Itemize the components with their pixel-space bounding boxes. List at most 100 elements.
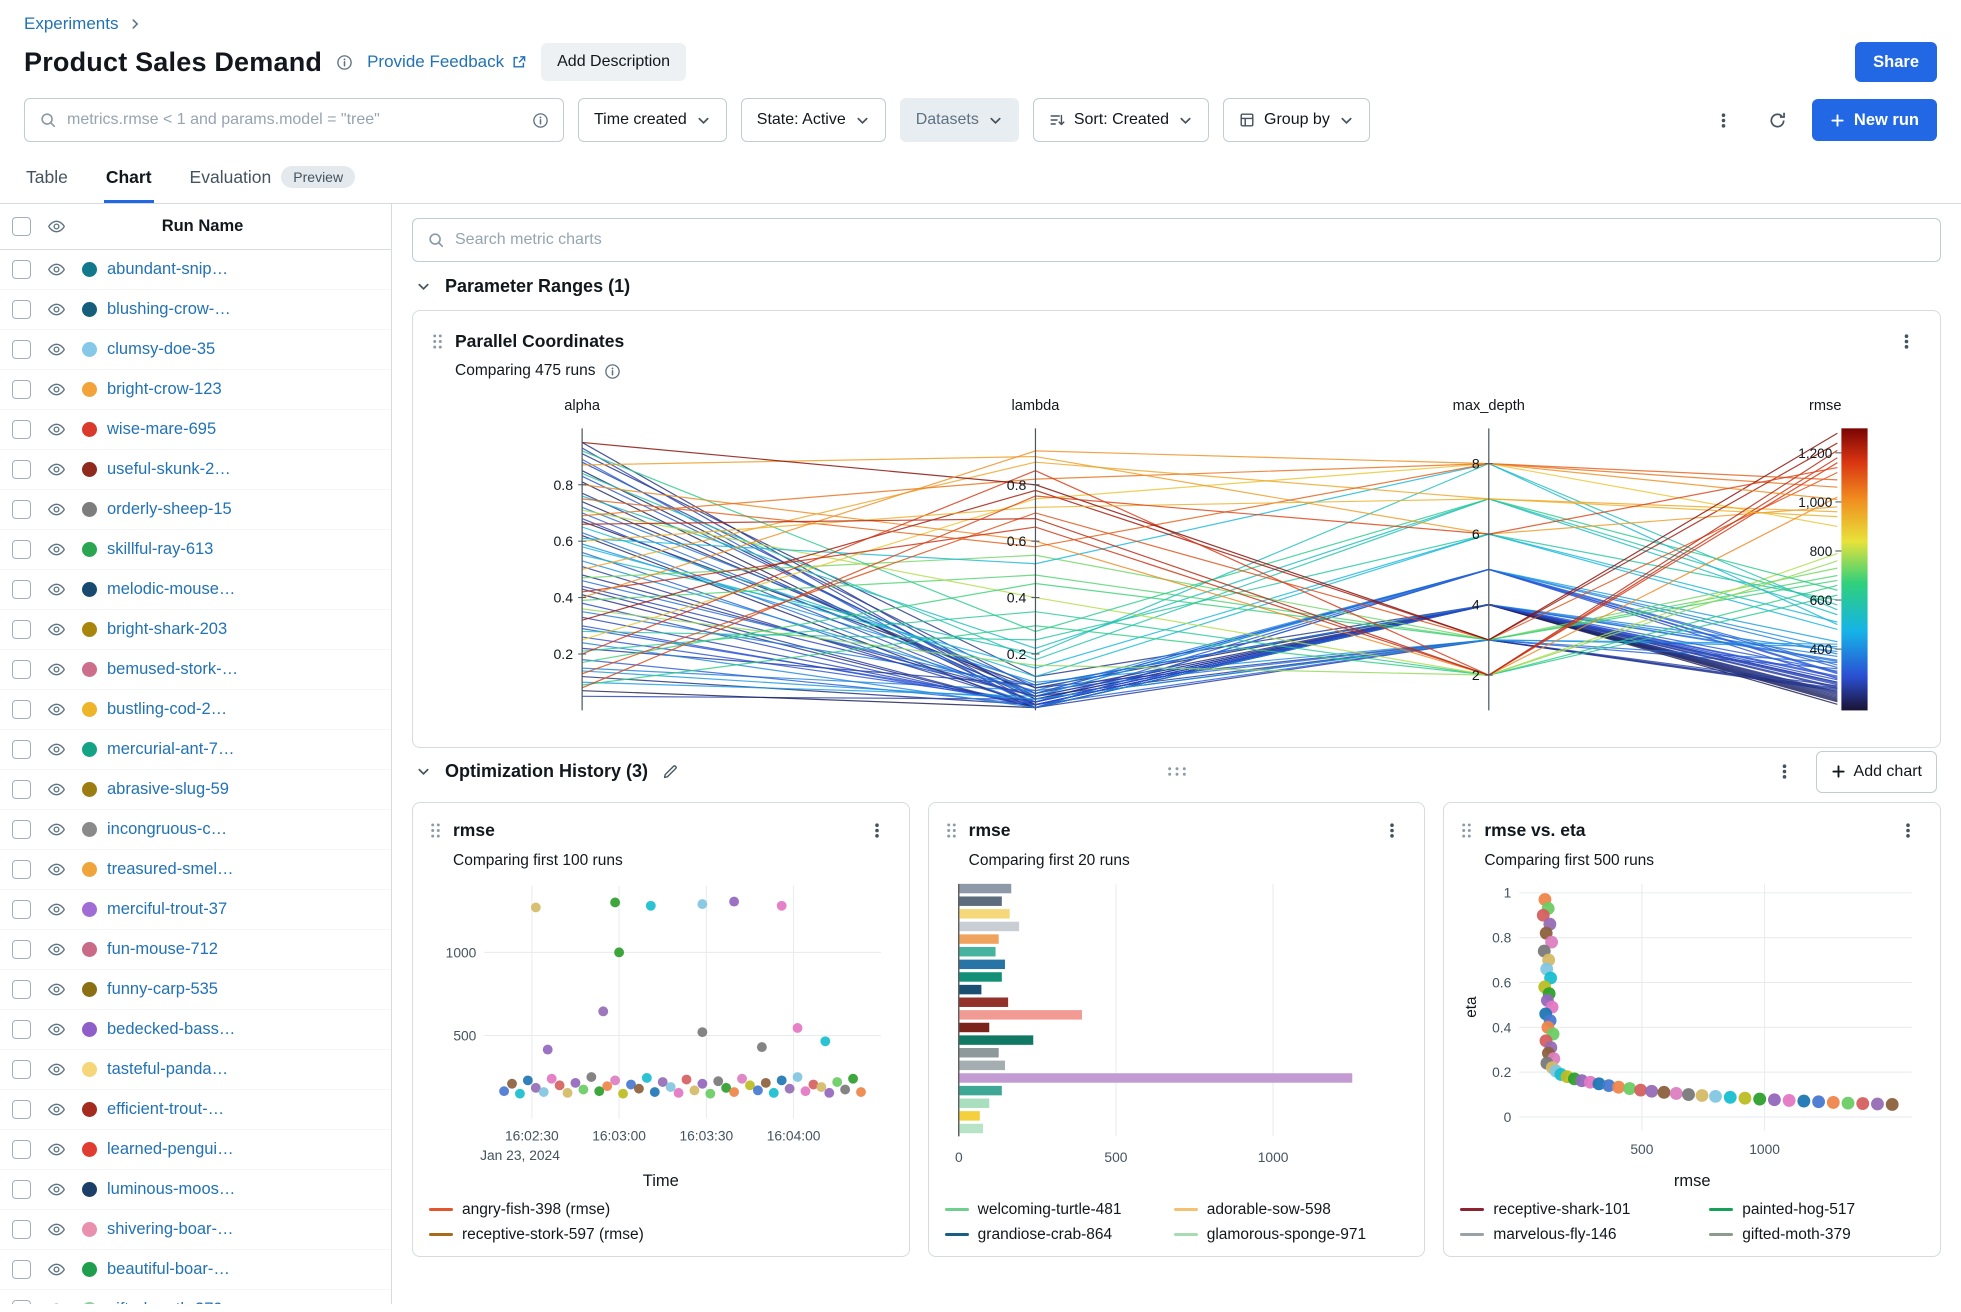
eye-icon[interactable] bbox=[47, 1060, 66, 1079]
run-name-link[interactable]: treasured-smel… bbox=[107, 860, 234, 878]
run-checkbox[interactable] bbox=[12, 260, 31, 279]
run-name-link[interactable]: abundant-snip… bbox=[107, 260, 229, 278]
run-checkbox[interactable] bbox=[12, 300, 31, 319]
eye-icon[interactable] bbox=[47, 1300, 66, 1304]
add-description-button[interactable]: Add Description bbox=[541, 43, 687, 81]
eye-icon[interactable] bbox=[47, 580, 66, 599]
experiment-info-icon[interactable] bbox=[336, 54, 353, 71]
add-chart-button[interactable]: Add chart bbox=[1815, 750, 1937, 793]
refresh-icon[interactable] bbox=[1758, 100, 1798, 140]
run-name-link[interactable]: funny-carp-535 bbox=[107, 980, 218, 998]
eye-icon[interactable] bbox=[47, 780, 66, 799]
run-checkbox[interactable] bbox=[12, 620, 31, 639]
run-name-link[interactable]: abrasive-slug-59 bbox=[107, 780, 229, 798]
eye-icon[interactable] bbox=[47, 860, 66, 879]
run-name-link[interactable]: shivering-boar-… bbox=[107, 1220, 234, 1238]
run-checkbox[interactable] bbox=[12, 460, 31, 479]
run-checkbox[interactable] bbox=[12, 820, 31, 839]
eye-icon[interactable] bbox=[47, 260, 66, 279]
drag-handle-icon[interactable] bbox=[429, 821, 442, 840]
run-checkbox[interactable] bbox=[12, 860, 31, 879]
filter-time-created[interactable]: Time created bbox=[578, 98, 727, 142]
breadcrumb-experiments-link[interactable]: Experiments bbox=[24, 14, 119, 33]
run-name-link[interactable]: efficient-trout-… bbox=[107, 1100, 225, 1118]
eye-icon[interactable] bbox=[47, 980, 66, 999]
run-name-link[interactable]: blushing-crow-… bbox=[107, 300, 231, 318]
eye-icon[interactable] bbox=[47, 1140, 66, 1159]
sort-control[interactable]: Sort: Created bbox=[1032, 98, 1210, 142]
run-checkbox[interactable] bbox=[12, 1260, 31, 1279]
visibility-column-icon[interactable] bbox=[47, 217, 66, 236]
run-search-input[interactable] bbox=[67, 111, 522, 129]
toolbar-kebab-menu-icon[interactable] bbox=[1704, 100, 1744, 140]
run-name-link[interactable]: merciful-trout-37 bbox=[107, 900, 228, 918]
collapse-chevron-icon[interactable] bbox=[416, 279, 431, 294]
run-name-link[interactable]: wise-mare-695 bbox=[107, 420, 217, 438]
run-name-link[interactable]: tasteful-panda… bbox=[107, 1060, 229, 1078]
run-checkbox[interactable] bbox=[12, 1100, 31, 1119]
eye-icon[interactable] bbox=[47, 1260, 66, 1279]
eye-icon[interactable] bbox=[47, 660, 66, 679]
drag-handle-icon[interactable] bbox=[1460, 821, 1473, 840]
eye-icon[interactable] bbox=[47, 1180, 66, 1199]
drag-handle-icon[interactable] bbox=[945, 821, 958, 840]
run-checkbox[interactable] bbox=[12, 340, 31, 359]
metric-chart-search-input[interactable] bbox=[455, 231, 1926, 249]
share-button[interactable]: Share bbox=[1855, 42, 1937, 82]
run-checkbox[interactable] bbox=[12, 1020, 31, 1039]
run-checkbox[interactable] bbox=[12, 1300, 31, 1304]
run-name-link[interactable]: gifted-moth-379 bbox=[107, 1300, 223, 1304]
eye-icon[interactable] bbox=[47, 1100, 66, 1119]
chart-kebab-menu-icon[interactable] bbox=[861, 815, 893, 847]
run-name-link[interactable]: incongruous-c… bbox=[107, 820, 228, 838]
run-name-link[interactable]: useful-skunk-2… bbox=[107, 460, 231, 478]
section-kebab-menu-icon[interactable] bbox=[1768, 755, 1802, 789]
eye-icon[interactable] bbox=[47, 300, 66, 319]
group-by-control[interactable]: Group by bbox=[1223, 98, 1370, 142]
eye-icon[interactable] bbox=[47, 380, 66, 399]
run-checkbox[interactable] bbox=[12, 580, 31, 599]
chart-kebab-menu-icon[interactable] bbox=[1890, 325, 1922, 357]
run-name-link[interactable]: melodic-mouse… bbox=[107, 580, 236, 598]
collapse-chevron-icon[interactable] bbox=[416, 764, 431, 779]
eye-icon[interactable] bbox=[47, 340, 66, 359]
chart-kebab-menu-icon[interactable] bbox=[1376, 815, 1408, 847]
section-drag-handle-icon[interactable] bbox=[1166, 765, 1188, 778]
run-checkbox[interactable] bbox=[12, 1140, 31, 1159]
run-name-link[interactable]: beautiful-boar-… bbox=[107, 1260, 230, 1278]
run-checkbox[interactable] bbox=[12, 660, 31, 679]
run-checkbox[interactable] bbox=[12, 1180, 31, 1199]
run-checkbox[interactable] bbox=[12, 740, 31, 759]
chart-kebab-menu-icon[interactable] bbox=[1892, 815, 1924, 847]
run-name-link[interactable]: skillful-ray-613 bbox=[107, 540, 214, 558]
eye-icon[interactable] bbox=[47, 740, 66, 759]
eye-icon[interactable] bbox=[47, 900, 66, 919]
run-name-link[interactable]: luminous-moos… bbox=[107, 1180, 236, 1198]
run-name-link[interactable]: bemused-stork-… bbox=[107, 660, 239, 678]
run-checkbox[interactable] bbox=[12, 900, 31, 919]
run-checkbox[interactable] bbox=[12, 420, 31, 439]
drag-handle-icon[interactable] bbox=[431, 332, 444, 351]
tab-table[interactable]: Table bbox=[24, 157, 70, 203]
eye-icon[interactable] bbox=[47, 540, 66, 559]
run-checkbox[interactable] bbox=[12, 980, 31, 999]
run-checkbox[interactable] bbox=[12, 380, 31, 399]
eye-icon[interactable] bbox=[47, 820, 66, 839]
run-name-link[interactable]: bright-crow-123 bbox=[107, 380, 222, 398]
eye-icon[interactable] bbox=[47, 500, 66, 519]
run-name-link[interactable]: clumsy-doe-35 bbox=[107, 340, 216, 358]
provide-feedback-link[interactable]: Provide Feedback bbox=[367, 52, 527, 72]
run-name-link[interactable]: mercurial-ant-7… bbox=[107, 740, 235, 758]
run-checkbox[interactable] bbox=[12, 1220, 31, 1239]
run-name-link[interactable]: fun-mouse-712 bbox=[107, 940, 218, 958]
eye-icon[interactable] bbox=[47, 700, 66, 719]
eye-icon[interactable] bbox=[47, 1220, 66, 1239]
run-name-link[interactable]: bustling-cod-2… bbox=[107, 700, 228, 718]
filter-datasets[interactable]: Datasets bbox=[899, 98, 1019, 142]
select-all-checkbox[interactable] bbox=[12, 217, 31, 236]
new-run-button[interactable]: New run bbox=[1811, 99, 1937, 141]
run-checkbox[interactable] bbox=[12, 780, 31, 799]
eye-icon[interactable] bbox=[47, 460, 66, 479]
run-name-link[interactable]: learned-pengui… bbox=[107, 1140, 234, 1158]
run-checkbox[interactable] bbox=[12, 1060, 31, 1079]
